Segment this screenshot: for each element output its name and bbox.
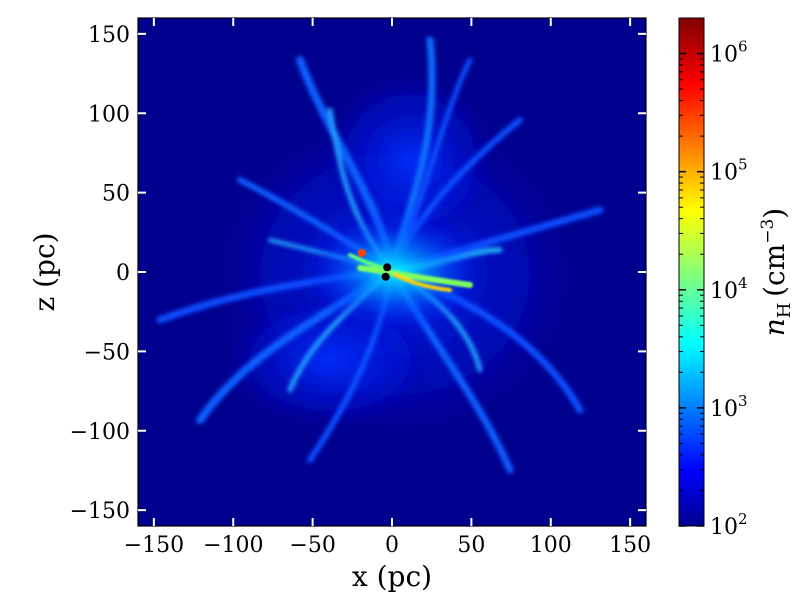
y-tick-label: 150 [88, 23, 130, 48]
cbar-tick-label: 105 [710, 156, 748, 186]
cbar-tick-label: 104 [710, 274, 748, 304]
heatmap-image [138, 18, 646, 526]
star-marker [381, 272, 390, 281]
x-tick-label: 100 [530, 533, 572, 558]
star-markers [357, 248, 392, 281]
y-axis-label: z (pc) [28, 232, 61, 311]
colorbar-ticks: 102 103 104 105 106 [679, 17, 748, 540]
y-tick-label: 100 [88, 102, 130, 127]
x-tick-label: 150 [609, 533, 651, 558]
halo-lobe-upper [320, 70, 500, 250]
star-marker [383, 263, 392, 272]
x-tick-label: 0 [385, 533, 399, 558]
cbar-tick-label: 106 [710, 38, 748, 68]
colorbar-gradient [678, 17, 705, 527]
x-axis-label: x (pc) [352, 560, 432, 593]
colorbar: 102 103 104 105 106 nH (cm−3) [678, 17, 795, 540]
colorbar-label: nH (cm−3) [758, 208, 795, 337]
dense-core [348, 253, 473, 292]
x-tick-label: −100 [203, 533, 263, 558]
x-tick-label: −150 [124, 533, 184, 558]
cbar-tick-label: 102 [710, 510, 748, 540]
y-tick-label: 0 [116, 261, 130, 286]
axis-ticks: −150 −100 −50 0 50 100 150 −150 −100 −50 0 50 100 150 [70, 18, 651, 558]
star-marker [357, 248, 366, 257]
y-tick-label: −50 [84, 340, 130, 365]
y-tick-label: 50 [102, 182, 130, 207]
x-tick-label: −50 [289, 533, 335, 558]
y-tick-label: −100 [70, 420, 130, 445]
x-tick-label: 50 [457, 533, 485, 558]
cbar-tick-label: 103 [710, 392, 748, 422]
y-tick-label: −150 [70, 499, 130, 524]
